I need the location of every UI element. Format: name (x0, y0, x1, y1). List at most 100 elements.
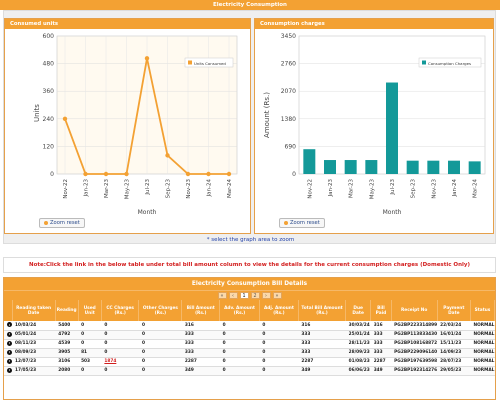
pager-page-2[interactable]: 2 (250, 292, 260, 299)
y-tick-label: 2070 (281, 88, 296, 95)
charges-zoom-reset-button[interactable]: Zoom reset (279, 218, 325, 228)
table-cell: 81 (78, 348, 102, 358)
zoom-hint-text: * select the graph area to zoom (206, 237, 295, 243)
table-row: 17/05/23 2080 0 0 0 349 0 0 349 06/06/23 349 PG2BP1… (4, 366, 495, 376)
table-cell: NORMAL (470, 366, 495, 376)
data-point[interactable] (206, 171, 211, 177)
table-cell: 4792 (55, 330, 79, 340)
charges-chart[interactable]: 3450 2760 2070 1380 690 0 Nov-22 Jan-23 Mar-23 M… (255, 29, 495, 221)
x-tick-label: Nov-23 (431, 179, 437, 199)
table-cell: 0 (101, 321, 139, 331)
table-cell: 0 (138, 348, 182, 358)
table-cell: 0 (78, 330, 102, 340)
table-cell: PG2BP192314276 (391, 366, 438, 376)
bill-table: Reading taken Date Reading Used Unit CC Cha… (4, 300, 495, 376)
expand-cell[interactable] (4, 357, 12, 367)
table-cell: 10/03/24 (12, 321, 56, 331)
x-tick-label: Jan-24 (207, 179, 213, 198)
pager-page-1[interactable]: 1 (239, 292, 249, 299)
pager-prev-icon[interactable]: ‹ (228, 292, 238, 299)
x-tick-label: May-23 (125, 179, 131, 200)
y-tick-label: 120 (43, 143, 55, 150)
table-cell: 05/01/24 (12, 330, 56, 340)
data-point[interactable] (62, 116, 68, 122)
data-point[interactable] (226, 171, 232, 177)
table-cell: 0 (259, 330, 299, 340)
units-x-axis-label: Month (138, 209, 157, 216)
charges-zoom-reset-label: Zoom reset (290, 220, 320, 226)
expand-arrow-icon[interactable] (7, 322, 12, 328)
bill-details-panel: Electricity Consumption Bill Details « ‹… (3, 277, 496, 400)
table-cell: 316 (298, 321, 346, 331)
pager-next-icon[interactable]: › (261, 292, 271, 299)
table-cell: PG2BP223314899 (391, 321, 438, 331)
expand-cell[interactable] (4, 339, 12, 349)
charge-bar[interactable] (365, 160, 378, 174)
table-cell: NORMAL (470, 321, 495, 331)
units-y-ticks: 600 480 360 240 120 0 (43, 33, 55, 178)
data-point[interactable] (83, 171, 88, 177)
charges-legend-label: Consumption Charges (428, 61, 471, 66)
table-cell: 0 (259, 321, 299, 331)
expand-arrow-icon[interactable] (7, 358, 12, 364)
charge-bar[interactable] (303, 149, 316, 174)
charge-bar[interactable] (427, 160, 440, 174)
table-cell: 0 (138, 357, 182, 367)
column-header: Adj. Amount (Rs.) (259, 300, 299, 321)
column-header: Total Bill Amount (Rs.) (298, 300, 347, 321)
expand-arrow-icon[interactable] (7, 367, 12, 373)
table-cell: 0 (219, 339, 260, 349)
expand-cell[interactable] (4, 321, 12, 331)
charge-bar[interactable] (448, 160, 460, 174)
charge-bar[interactable] (324, 160, 336, 174)
x-tick-label: Jan-24 (452, 179, 458, 198)
table-cell: 333 (298, 330, 346, 340)
table-cell: 0 (138, 339, 182, 349)
table-cell: 12/07/23 (12, 357, 56, 367)
charge-bar[interactable] (344, 160, 357, 174)
charge-bar[interactable] (406, 160, 419, 174)
column-header: Status (470, 300, 495, 321)
charges-y-ticks: 3450 2760 2070 1380 690 0 (281, 33, 296, 178)
expand-arrow-icon[interactable] (7, 331, 12, 337)
expand-cell[interactable] (4, 366, 12, 376)
table-cell: 0 (101, 339, 139, 349)
charges-panel-title: Consumption charges (255, 19, 493, 29)
table-cell: 3106 (55, 357, 79, 367)
table-row: 10/03/24 5400 0 0 0 316 0 0 316 30/03/24 316 PG2BP2… (4, 321, 495, 331)
note-text: Note:Click the link in the below table u… (29, 262, 470, 268)
units-chart[interactable]: 600 480 360 240 120 0 Nov-22 Jan-23 Mar-23 May-2… (5, 29, 251, 221)
table-cell: 333 (298, 339, 346, 349)
table-cell: NORMAL (470, 357, 495, 367)
table-row: 08/11/23 4539 0 0 0 333 0 0 333 28/11/23 333 PG2BP1… (4, 339, 495, 349)
table-cell[interactable]: 1874 (101, 357, 139, 367)
table-cell: 0 (219, 366, 260, 376)
data-point[interactable] (103, 171, 109, 177)
data-point[interactable] (144, 56, 150, 61)
table-cell: 349 (298, 366, 346, 376)
data-point[interactable] (185, 171, 191, 177)
table-cell: 0 (78, 366, 102, 376)
data-point[interactable] (124, 171, 129, 177)
charge-bar[interactable] (386, 82, 398, 174)
expand-arrow-icon[interactable] (7, 340, 12, 346)
expand-cell[interactable] (4, 348, 12, 358)
column-header: CC Charges (Rs.) (101, 300, 140, 321)
table-cell: 0 (138, 366, 182, 376)
column-header (4, 300, 13, 321)
pager-first-icon[interactable]: « (217, 292, 227, 299)
table-cell: 333 (370, 348, 392, 358)
expand-cell[interactable] (4, 330, 12, 340)
column-header: Receipt No (391, 300, 438, 321)
data-point[interactable] (165, 153, 170, 158)
pager-last-icon[interactable]: » (272, 292, 282, 299)
x-tick-label: Nov-22 (63, 179, 69, 199)
table-cell: 2287 (370, 357, 392, 367)
charge-bar[interactable] (468, 161, 481, 174)
table-cell: 0 (78, 321, 102, 331)
column-header: Due Date (345, 300, 372, 321)
table-cell: 28/11/23 (345, 339, 371, 349)
units-zoom-reset-button[interactable]: Zoom reset (39, 218, 85, 228)
expand-arrow-icon[interactable] (7, 349, 12, 355)
table-cell: NORMAL (470, 330, 495, 340)
